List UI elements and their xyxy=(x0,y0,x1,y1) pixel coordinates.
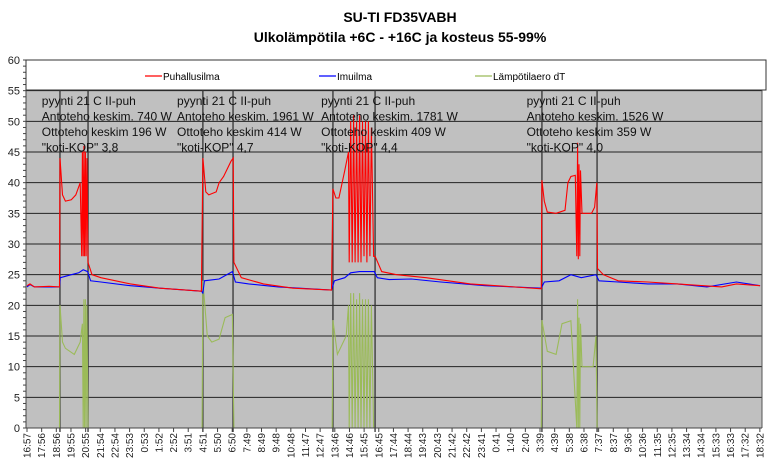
y-tick-label: 40 xyxy=(8,178,20,190)
y-tick-label: 60 xyxy=(8,55,20,67)
x-tick-label: 6:50 xyxy=(228,433,239,453)
legend-label: Puhallusilma xyxy=(163,72,220,83)
x-tick-label: 5:50 xyxy=(213,433,224,453)
series-line-l-mp-tilaero-dt xyxy=(27,280,761,429)
x-tick-label: 1:40 xyxy=(506,433,517,453)
x-tick-label: 3:39 xyxy=(536,433,547,453)
x-tick-label: 20:55 xyxy=(81,433,92,458)
x-tick-label: 4:51 xyxy=(198,433,209,453)
annotation-line: pyynti 21 C II-puh xyxy=(42,94,136,108)
series-line-puhallusilma xyxy=(26,115,761,292)
annotation-line: Antoteho keskim. 1781 W xyxy=(321,110,458,124)
x-tick-label: 5:38 xyxy=(565,433,576,453)
y-tick-label: 45 xyxy=(8,147,20,159)
x-tick-label: 19:43 xyxy=(418,433,429,458)
x-tick-label: 16:45 xyxy=(374,433,385,458)
annotation-line: "koti-KOP" 4,4 xyxy=(321,141,398,155)
x-tick-label: 8:49 xyxy=(257,433,268,453)
x-tick-label: 0:53 xyxy=(140,433,151,453)
x-tick-label: 15:45 xyxy=(360,433,371,458)
x-tick-label: 14:34 xyxy=(697,433,708,458)
y-tick-label: 35 xyxy=(8,208,20,220)
annotation-line: pyynti 21 C II-puh xyxy=(177,94,271,108)
annotation-line: Antoteho keskim. 1526 W xyxy=(527,110,664,124)
x-tick-label: 20:43 xyxy=(433,433,444,458)
annotation-block: pyynti 21 C II-puh Antoteho keskim. 740 W… xyxy=(42,94,173,155)
legend: Puhallusilma Imuilma Lämpötilaero dT xyxy=(25,59,767,91)
y-tick-label: 15 xyxy=(8,331,20,343)
x-tick-label: 9:36 xyxy=(623,433,634,453)
y-tick-label: 0 xyxy=(14,423,20,435)
y-tick-label: 20 xyxy=(8,300,20,312)
x-tick-label: 12:47 xyxy=(316,433,327,458)
x-tick-label: 21:42 xyxy=(448,433,459,458)
x-tick-label: 17:32 xyxy=(741,433,752,458)
annotation-line: "koti-KOP" 3,8 xyxy=(42,141,119,155)
legend-label: Lämpötilaero dT xyxy=(493,72,565,83)
x-tick-label: 18:56 xyxy=(52,433,63,458)
x-tick-label: 2:52 xyxy=(169,433,180,453)
x-tick-label: 15:33 xyxy=(711,433,722,458)
x-tick-label: 2:40 xyxy=(521,433,532,453)
x-tick-label: 12:35 xyxy=(667,433,678,458)
chart-title: SU-TI FD35VABH xyxy=(343,9,456,25)
x-tick-label: 16:33 xyxy=(726,433,737,458)
x-tick-label: 10:36 xyxy=(638,433,649,458)
chart-subtitle: Ulkolämpötila +6C - +16C ja kosteus 55-9… xyxy=(254,29,547,45)
x-tick-label: 14:46 xyxy=(345,433,356,458)
x-tick-label: 11:47 xyxy=(301,433,312,458)
annotation-line: Ottoteho keskim 196 W xyxy=(42,125,167,139)
x-tick-label: 0:41 xyxy=(492,433,503,453)
annotation-line: pyynti 21 C II-puh xyxy=(527,94,621,108)
y-tick-label: 10 xyxy=(8,362,20,374)
x-tick-label: 3:51 xyxy=(184,433,195,453)
x-tick-label: 7:49 xyxy=(242,433,253,453)
annotation-line: Antoteho keskim. 740 W xyxy=(42,110,173,124)
x-tick-label: 23:53 xyxy=(125,433,136,458)
gridlines xyxy=(26,60,763,428)
x-tick-label: 17:56 xyxy=(37,433,48,458)
x-tick-label: 23:41 xyxy=(477,433,488,458)
annotation-block: pyynti 21 C II-puh Antoteho keskim. 1781 … xyxy=(321,94,458,155)
x-tick-label: 10:48 xyxy=(286,433,297,458)
series-lines xyxy=(26,115,761,429)
annotation-block: pyynti 21 C II-puh Antoteho keskim. 1961 … xyxy=(177,94,314,155)
x-tick-label: 9:48 xyxy=(272,433,283,453)
annotation-line: Antoteho keskim. 1961 W xyxy=(177,110,314,124)
y-tick-label: 30 xyxy=(8,239,20,251)
annotation-block: pyynti 21 C II-puh Antoteho keskim. 1526 … xyxy=(527,94,664,155)
y-tick-label: 5 xyxy=(14,392,20,404)
annotation-line: pyynti 21 C II-puh xyxy=(321,94,415,108)
annotation-line: "koti-KOP" 4,7 xyxy=(177,141,254,155)
x-tick-label: 18:32 xyxy=(755,433,766,458)
x-tick-label: 19:55 xyxy=(66,433,77,458)
x-tick-label: 16:57 xyxy=(23,433,34,458)
x-tick-label: 22:42 xyxy=(462,433,473,458)
annotations: pyynti 21 C II-puh Antoteho keskim. 740 W… xyxy=(42,94,664,155)
x-tick-label: 11:35 xyxy=(653,433,664,458)
series-line-imuilma xyxy=(26,269,761,295)
x-tick-label: 7:37 xyxy=(594,433,605,453)
x-tick-label: 17:44 xyxy=(389,433,400,458)
x-tick-label: 1:52 xyxy=(154,433,165,453)
x-axis: 16:57 17:56 18:56 19:55 20:55 21:54 22:54 23:53… xyxy=(23,427,766,458)
x-tick-label: 6:38 xyxy=(579,433,590,453)
x-tick-label: 8:37 xyxy=(609,433,620,453)
x-tick-label: 22:54 xyxy=(110,433,121,458)
x-tick-label: 13:46 xyxy=(330,433,341,458)
x-tick-label: 4:39 xyxy=(550,433,561,453)
y-tick-label: 55 xyxy=(8,86,20,98)
y-tick-label: 50 xyxy=(8,116,20,128)
y-tick-label: 25 xyxy=(8,270,20,282)
legend-label: Imuilma xyxy=(337,72,372,83)
annotation-line: "koti-KOP" 4,0 xyxy=(527,141,604,155)
y-axis: 0 5 10 15 20 25 30 35 40 45 50 55 60 xyxy=(8,55,27,435)
x-tick-label: 21:54 xyxy=(96,433,107,458)
annotation-line: Ottoteho keskim 359 W xyxy=(527,125,652,139)
x-tick-label: 13:34 xyxy=(682,433,693,458)
annotation-line: Ottoteho keskim 409 W xyxy=(321,125,446,139)
annotation-line: Ottoteho keskim 414 W xyxy=(177,125,302,139)
x-tick-label: 18:44 xyxy=(404,433,415,458)
